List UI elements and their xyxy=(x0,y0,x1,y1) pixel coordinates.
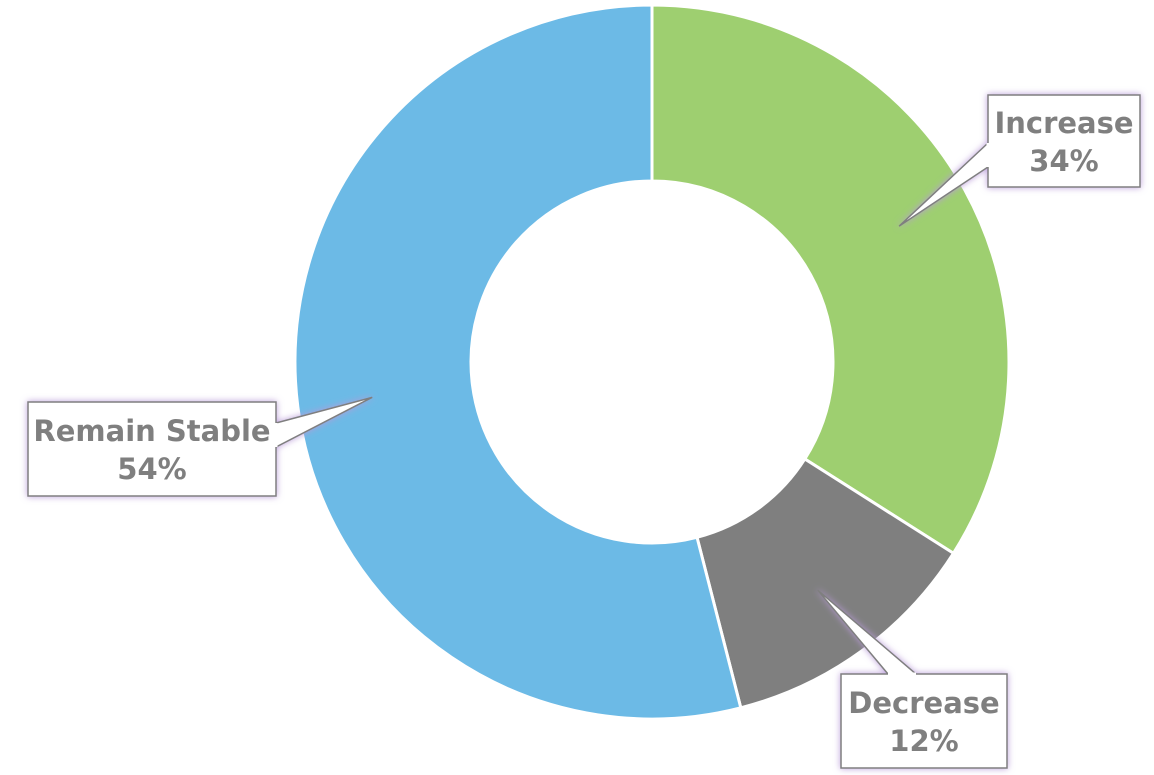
slice-increase xyxy=(650,3,1011,556)
slice-decrease xyxy=(695,456,956,710)
data-label-category-decrease: Decrease xyxy=(848,686,999,720)
data-label-category-increase: Increase xyxy=(994,106,1133,140)
data-label-category-remain-stable: Remain Stable xyxy=(33,414,270,448)
slice-remain-stable xyxy=(293,3,743,721)
callouts-layer: Increase 34% Decrease 12% Remain Stable 54% xyxy=(27,94,1141,769)
callout-remain-stable xyxy=(27,396,373,497)
slices-layer xyxy=(293,3,1011,721)
data-label-value-decrease: 12% xyxy=(889,724,958,758)
data-label-value-increase: 34% xyxy=(1029,144,1098,178)
data-label-value-remain-stable: 54% xyxy=(117,452,186,486)
callout-box-decrease xyxy=(840,673,1008,769)
callout-decrease xyxy=(817,589,1008,769)
callout-box-remain-stable xyxy=(27,401,277,497)
callout-box-increase xyxy=(987,94,1141,188)
